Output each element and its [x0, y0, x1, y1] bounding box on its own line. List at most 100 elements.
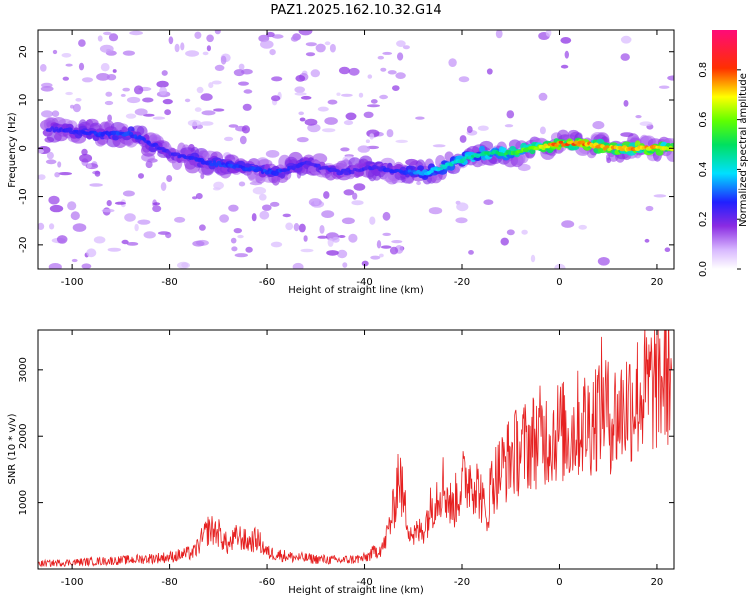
spectrogram-noise-blob: [48, 263, 62, 269]
spectrogram-noise-blob: [382, 211, 391, 221]
spectrogram-noise-blob: [456, 202, 469, 212]
x-tick-label: -40: [356, 277, 372, 288]
spectrogram-noise-blob: [168, 36, 174, 45]
spectrogram-noise-blob: [122, 50, 135, 56]
spectrogram-noise-blob: [298, 223, 306, 233]
spectrogram-noise-blob: [96, 73, 110, 81]
spectrogram-noise-blob: [129, 30, 144, 36]
spectrogram-noise-blob: [242, 103, 252, 111]
spectrogram-noise-blob: [206, 34, 214, 43]
spectrogram-noise-blob: [164, 109, 172, 116]
spectrogram-noise-blob: [52, 49, 58, 55]
spectrogram-noise-blob: [72, 223, 87, 232]
spectrogram-y-ticks: -20 -10 0 10 20: [18, 45, 674, 253]
spectrogram-noise-blob: [200, 173, 205, 180]
spectrogram-noise-blob: [455, 217, 468, 224]
spectrogram-noise-blob: [271, 95, 281, 102]
spectrogram-noise-blob: [177, 261, 190, 269]
spectrogram-noise-blob: [156, 80, 169, 88]
spectrogram-noise-blob: [539, 126, 546, 135]
spectrogram-noise-blob: [341, 217, 355, 225]
spectrogram-noise-blob: [180, 42, 185, 51]
spectrogram-noise-blob: [184, 98, 191, 103]
spectrogram-noise-blob: [282, 213, 291, 218]
spectrogram-noise-blob: [667, 75, 674, 81]
spectrogram-noise-blob: [322, 128, 336, 133]
spectrogram-noise-blob: [40, 64, 47, 72]
spectrogram-noise-blob: [319, 225, 325, 234]
spectrogram-noise-blob: [185, 50, 200, 57]
spectrogram-noise-blob: [500, 237, 509, 246]
spectrogram-noise-blob: [379, 94, 388, 100]
snr-panel: -100 -80 -60 -40 -20 0 20 1000 2000 3000 Height …: [7, 329, 675, 596]
spectrogram-noise-blob: [38, 222, 45, 230]
spectrogram-noise-blob: [266, 31, 275, 38]
spectrogram-x-ticks: -100 -80 -60 -40 -20 0 20: [61, 30, 664, 288]
y-tick-label: 10: [18, 94, 29, 107]
spectrogram-noise-blob: [313, 198, 320, 206]
spectrogram-noise-blob: [382, 51, 393, 55]
spectrogram-noise-blob: [386, 129, 394, 138]
colorbar: 0.0 0.2 0.4 0.6 0.8 Normalized spectral ampl…: [698, 30, 749, 277]
spectrogram-noise-blob: [200, 121, 214, 126]
spectrogram-noise-blob: [86, 248, 97, 258]
spectrogram-noise-blob: [303, 235, 308, 242]
spectrogram-noise-blob: [40, 86, 54, 92]
spectrogram-noise-blob: [160, 182, 167, 191]
x-tick-label: -100: [61, 277, 84, 288]
spectrogram-noise-blob: [106, 200, 112, 207]
spectrogram-noise-blob: [196, 86, 204, 94]
spectrogram-noise-blob: [208, 82, 214, 89]
snr-y-ticks: 1000 2000 3000: [18, 357, 674, 515]
spectrogram-noise-blob: [120, 93, 126, 97]
spectrogram-noise-blob: [166, 175, 173, 182]
colorbar-tick-label: 0.2: [698, 211, 709, 227]
y-tick-label: -10: [18, 188, 29, 204]
spectrogram-noise-blob: [294, 86, 306, 93]
spectrogram-noise-blob: [46, 151, 54, 160]
spectrogram-noise-blob: [70, 211, 80, 221]
y-tick-label: 2000: [18, 423, 29, 448]
spectrogram-noise-blob: [392, 85, 400, 91]
y-tick-label: -20: [18, 237, 29, 253]
spectrogram-noise-blob: [230, 237, 237, 244]
spectrogram-noise-blob: [645, 205, 654, 212]
spectrogram-noise-blob: [231, 246, 238, 252]
spectrogram-noise-blob: [353, 183, 366, 191]
spectrogram-y-axis-label: Frequency (Hz): [7, 112, 18, 188]
spectrogram-noise-blob: [194, 107, 202, 112]
spectrogram-noise-blob: [49, 223, 55, 230]
spectrogram-noise-blob: [343, 189, 355, 196]
spectrogram-noise-blob: [112, 69, 117, 73]
spectrogram-noise-blob: [100, 62, 110, 72]
spectrogram-noise-blob: [351, 200, 364, 206]
spectrogram-noise-blob: [143, 231, 156, 239]
spectrogram-noise-blob: [395, 139, 408, 143]
spectrogram-noise-blob: [315, 43, 326, 53]
spectrogram-noise-blob: [366, 145, 379, 150]
spectrogram-noise-blob: [345, 112, 357, 121]
spectrogram-noise-blob: [200, 93, 213, 101]
spectrogram-noise-blob: [86, 163, 92, 169]
colorbar-gradient: [712, 30, 737, 269]
spectrogram-noise-blob: [259, 210, 270, 220]
spectrogram-noise-blob: [214, 64, 225, 71]
spectrogram-noise-blob: [78, 62, 85, 71]
spectrogram-noise-blob: [71, 258, 78, 263]
spectrogram-noise-blob: [395, 72, 406, 79]
spectrogram-noise-blob: [72, 103, 81, 113]
spectrogram-noise-blob: [560, 37, 572, 44]
spectrogram-noise-blob: [324, 117, 338, 125]
spectrogram-noise-blob: [107, 247, 122, 252]
x-tick-label: 20: [651, 277, 664, 288]
spectrogram-noise-blob: [162, 98, 173, 105]
spectrogram-noise-blob: [121, 239, 129, 245]
spectrogram-noise-blob: [620, 53, 630, 61]
spectrogram-noise-blob: [561, 220, 575, 228]
spectrogram-noise-blob: [466, 125, 473, 134]
spectrogram-noise-blob: [293, 223, 300, 232]
colorbar-ticks: 0.0 0.2 0.4 0.6 0.8: [698, 62, 741, 277]
spectrogram-noise-blob: [93, 236, 106, 244]
x-tick-label: -100: [61, 577, 84, 588]
